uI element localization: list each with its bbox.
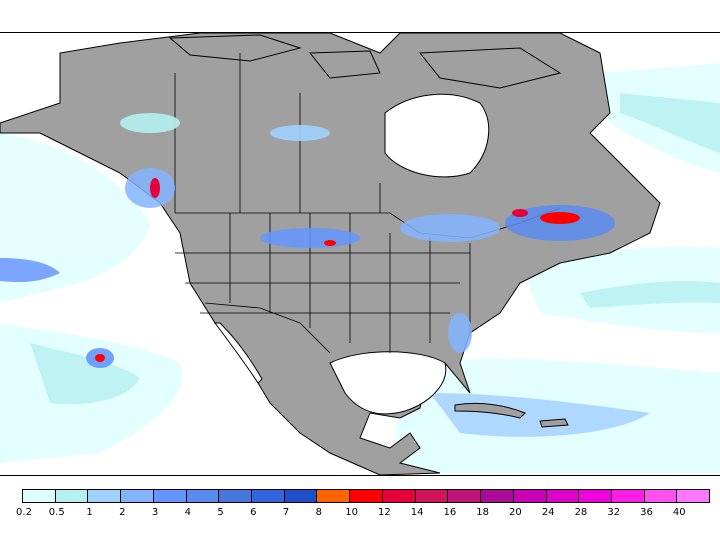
legend-swatch: [546, 490, 580, 502]
legend-swatch: [350, 490, 383, 502]
legend-label: 40: [672, 507, 686, 518]
hudson-bay: [384, 93, 490, 178]
legend-swatch: [579, 490, 612, 502]
legend-color-bar: [22, 489, 710, 503]
gulf-of-mexico: [329, 351, 447, 415]
legend-label: 1: [86, 507, 93, 518]
legend-swatch: [481, 490, 514, 502]
legend-label: 4: [184, 507, 191, 518]
legend-swatch: [121, 490, 154, 502]
legend-labels: 0.2 0.5 1 2 3 4 5 6 7 8 10 12 14 16 18 20 24 28 32 36 40: [16, 507, 712, 523]
legend-swatch: [55, 490, 89, 502]
legend-label: 18: [476, 507, 490, 518]
legend-label: 28: [574, 507, 588, 518]
legend-swatch: [513, 490, 547, 502]
legend-label: 14: [410, 507, 424, 518]
legend-label: 3: [151, 507, 159, 518]
precipitation-map: [0, 32, 720, 476]
us-mexico-border: [204, 302, 331, 354]
legend-label: 2: [119, 507, 126, 518]
arctic-island: [418, 47, 562, 89]
legend-label: 16: [443, 507, 457, 518]
hispaniola: [539, 418, 569, 428]
legend-swatch: [644, 490, 678, 502]
legend-swatch: [415, 490, 449, 502]
legend-swatch: [88, 490, 122, 502]
legend-swatch: [284, 490, 318, 502]
legend-swatch: [448, 490, 482, 502]
arctic-island: [308, 50, 381, 79]
legend-label: 24: [541, 507, 555, 518]
map-canvas: [0, 33, 720, 475]
legend-swatch: [382, 490, 416, 502]
legend-label: 7: [282, 507, 290, 518]
legend-swatch: [611, 490, 645, 502]
legend-label: 12: [378, 507, 391, 518]
legend-label: 20: [509, 507, 522, 518]
legend-swatch: [317, 490, 351, 502]
state-lines: [175, 213, 471, 353]
arctic-island: [168, 34, 302, 62]
land-layer: [0, 33, 661, 475]
legend-label: 36: [640, 507, 653, 518]
color-legend: 0.2 0.5 1 2 3 4 5 6 7 8 10 12 14 16 18 20 24 28 32 36 40: [16, 489, 712, 529]
legend-swatch: [219, 490, 253, 502]
legend-label: 5: [217, 507, 224, 518]
land-precip-layer: [86, 113, 615, 368]
gulf-of-california: [214, 322, 263, 384]
legend-label: 6: [250, 507, 257, 518]
legend-swatch: [153, 490, 187, 502]
legend-swatch: [23, 490, 56, 502]
legend-label: 0.2: [16, 507, 32, 518]
legend-label: 8: [315, 507, 323, 518]
legend-swatch: [186, 490, 220, 502]
legend-label: 10: [345, 507, 358, 518]
legend-swatch: [677, 490, 710, 502]
cuba: [454, 402, 526, 419]
legend-swatch: [252, 490, 285, 502]
legend-label: 0.5: [48, 507, 65, 518]
legend-label: 32: [607, 507, 621, 518]
province-lines: [174, 53, 381, 213]
